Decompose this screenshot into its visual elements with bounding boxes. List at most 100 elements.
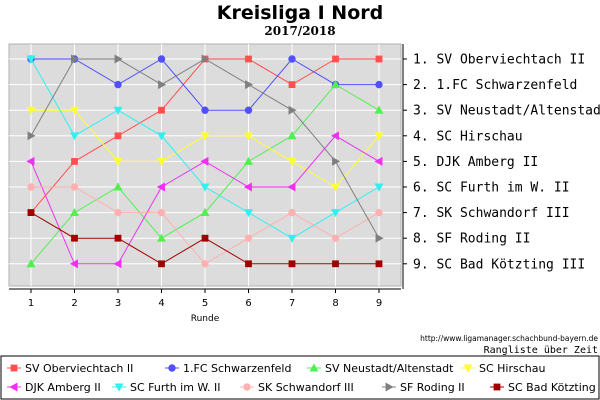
series-2: [26, 79, 384, 268]
chart-title: Kreisliga I Nord: [217, 2, 383, 24]
data-point: [332, 156, 341, 166]
data-point: [70, 106, 79, 115]
data-point: [309, 363, 319, 372]
standing-label: 3. SV Neustadt/Altenstadt: [413, 104, 600, 119]
data-point: [243, 383, 251, 391]
data-point: [70, 132, 79, 141]
data-point: [243, 182, 252, 192]
data-point: [26, 259, 36, 268]
data-point: [331, 209, 340, 218]
data-point: [168, 364, 176, 372]
data-point: [374, 183, 384, 192]
data-point: [331, 234, 340, 242]
series-5: [26, 55, 384, 243]
data-point: [244, 156, 253, 165]
data-point: [114, 383, 124, 392]
legend-label: SC Furth im W. II: [130, 381, 221, 394]
data-point: [69, 259, 78, 269]
standing-label: 7. SK Schwandorf III: [413, 206, 570, 221]
standing-label: 8. SF Roding II: [413, 232, 530, 247]
chart-caption: Rangliste über Zeit: [484, 345, 598, 356]
data-point: [71, 234, 78, 242]
legend-item: DJK Amberg II: [7, 381, 101, 394]
data-point: [157, 208, 166, 217]
data-point: [201, 260, 209, 268]
data-point: [374, 132, 384, 141]
data-point: [26, 106, 36, 115]
x-tick-label: 8: [332, 298, 338, 309]
data-point: [70, 183, 79, 191]
legend-item: SF Roding II: [382, 381, 465, 394]
series-layer: [26, 54, 384, 269]
series-7: [27, 54, 384, 243]
data-point: [288, 208, 296, 217]
data-point: [244, 234, 253, 242]
legend-label: SV Neustadt/Altenstadt: [325, 362, 454, 375]
data-point: [288, 55, 296, 63]
data-point: [330, 131, 339, 141]
data-point: [245, 55, 252, 63]
data-point: [244, 132, 253, 141]
data-point: [27, 209, 35, 217]
data-point: [375, 55, 383, 63]
data-point: [114, 208, 122, 217]
data-point: [385, 382, 394, 392]
x-tick-label: 9: [376, 298, 382, 309]
standing-label: 2. 1.FC Schwarzenfeld: [413, 78, 577, 93]
standing-label: 6. SC Furth im W. II: [413, 181, 570, 196]
data-point: [463, 364, 473, 373]
data-point: [113, 157, 123, 167]
legend-label: DJK Amberg II: [25, 381, 101, 394]
source-url: http://www.ligamanager.schachbund-bayern…: [420, 334, 598, 343]
data-point: [157, 55, 166, 63]
data-point: [245, 80, 254, 90]
standings-labels: 1. SV Oberviechtach II 2. 1.FC Schwarzenf…: [413, 53, 600, 273]
data-point: [114, 234, 122, 242]
data-point: [27, 131, 36, 141]
legend-item: 1.FC Schwarzenfeld: [165, 362, 291, 375]
data-point: [375, 260, 383, 268]
data-point: [113, 259, 122, 269]
data-point: [156, 182, 165, 192]
data-point: [71, 157, 78, 165]
data-point: [200, 183, 210, 192]
legend-label: SV Oberviechtach II: [25, 362, 133, 375]
data-point: [332, 55, 339, 63]
x-tick-label: 7: [289, 298, 295, 309]
data-point: [200, 156, 209, 166]
data-point: [287, 234, 297, 243]
data-point: [157, 132, 166, 141]
legend-label: SF Roding II: [400, 381, 465, 394]
legend-label: SK Schwandorf III: [258, 381, 354, 394]
data-point: [287, 182, 296, 192]
data-point: [71, 54, 80, 64]
data-point: [113, 106, 123, 115]
data-point: [114, 132, 122, 140]
x-tick-label: 1: [28, 298, 34, 309]
data-point: [288, 260, 296, 268]
x-tick-label: 4: [158, 298, 164, 309]
data-point: [201, 234, 209, 242]
data-point: [244, 209, 253, 218]
legend-label: SC Bad Kötzting III: [508, 381, 600, 394]
chart-subtitle: 2017/2018: [264, 24, 335, 38]
data-point: [287, 131, 297, 140]
legend-items: SV Oberviechtach II 1.FC Schwarzenfeld SV …: [7, 362, 600, 394]
data-point: [288, 105, 297, 115]
x-tick-label: 2: [71, 298, 77, 309]
data-point: [27, 183, 35, 191]
data-point: [200, 207, 210, 217]
data-point: [157, 233, 166, 242]
legend-item: SK Schwandorf III: [240, 381, 354, 394]
data-point: [114, 54, 123, 64]
data-point: [375, 208, 383, 217]
standing-label: 9. SC Bad Kötzting III: [413, 257, 585, 272]
data-point: [26, 55, 36, 64]
x-axis: 1 2 3 4 5 6 7 8 9: [9, 288, 401, 309]
legend-item: SC Bad Kötzting III: [490, 381, 600, 394]
x-axis-label: Runde: [191, 314, 220, 324]
data-point: [114, 80, 122, 89]
data-point: [332, 260, 339, 268]
standing-label: 5. DJK Amberg II: [413, 155, 538, 170]
